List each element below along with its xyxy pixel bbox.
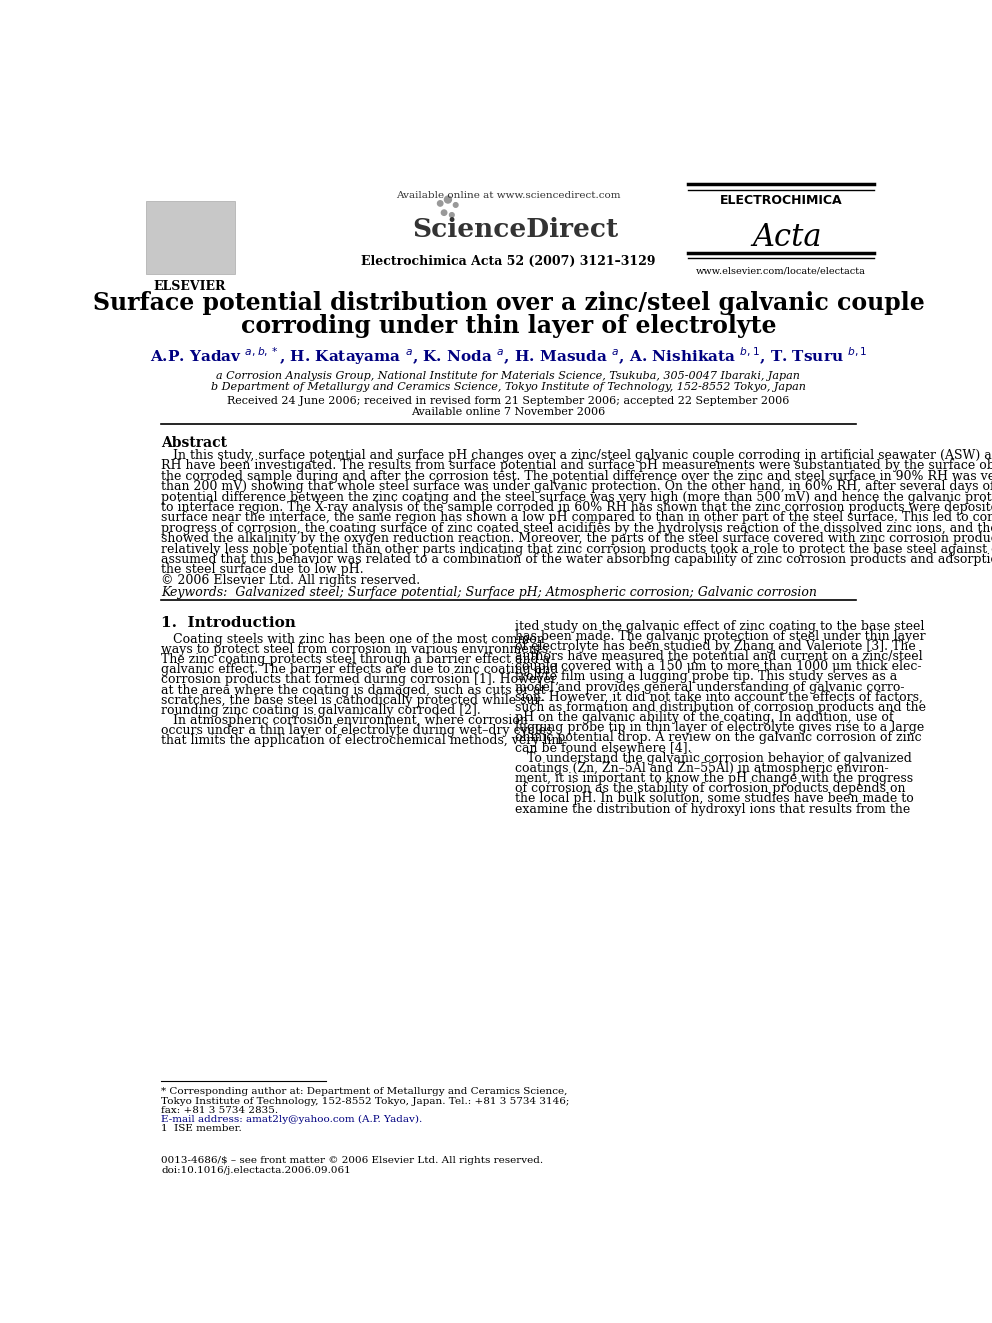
Text: ScienceDirect: ScienceDirect — [413, 217, 618, 242]
Text: Electrochimica Acta 52 (2007) 3121–3129: Electrochimica Acta 52 (2007) 3121–3129 — [361, 255, 656, 269]
Text: Surface potential distribution over a zinc/steel galvanic couple: Surface potential distribution over a zi… — [92, 291, 925, 315]
Text: coatings (Zn, Zn–5Al and Zn–55Al) in atmospheric environ-: coatings (Zn, Zn–5Al and Zn–55Al) in atm… — [515, 762, 888, 775]
Text: fax: +81 3 5734 2835.: fax: +81 3 5734 2835. — [161, 1106, 279, 1115]
Text: * Corresponding author at: Department of Metallurgy and Ceramics Science,: * Corresponding author at: Department of… — [161, 1088, 567, 1097]
Text: assumed that this behavior was related to a combination of the water absorbing c: assumed that this behavior was related t… — [161, 553, 992, 566]
Text: can be found elsewhere [4].: can be found elsewhere [4]. — [515, 742, 691, 754]
Text: surface near the interface, the same region has shown a low pH compared to than : surface near the interface, the same reg… — [161, 512, 992, 524]
Text: Keywords:  Galvanized steel; Surface potential; Surface pH; Atmospheric corrosio: Keywords: Galvanized steel; Surface pote… — [161, 586, 817, 599]
Text: 0013-4686/$ – see front matter © 2006 Elsevier Ltd. All rights reserved.: 0013-4686/$ – see front matter © 2006 El… — [161, 1156, 544, 1166]
Text: the steel surface due to low pH.: the steel surface due to low pH. — [161, 564, 364, 577]
Text: E-mail address: amat2ly@yahoo.com (A.P. Yadav).: E-mail address: amat2ly@yahoo.com (A.P. … — [161, 1115, 423, 1125]
Text: ited study on the galvanic effect of zinc coating to the base steel: ited study on the galvanic effect of zin… — [515, 619, 924, 632]
Text: scratches, the base steel is cathodically protected while sur-: scratches, the base steel is cathodicall… — [161, 693, 545, 706]
Text: ELSEVIER: ELSEVIER — [154, 280, 226, 294]
Text: authors have measured the potential and current on a zinc/steel: authors have measured the potential and … — [515, 650, 923, 663]
Text: model and provides general understanding of galvanic corro-: model and provides general understanding… — [515, 680, 904, 693]
Text: doi:10.1016/j.electacta.2006.09.061: doi:10.1016/j.electacta.2006.09.061 — [161, 1166, 351, 1175]
Text: corrosion products that formed during corrosion [1]. However,: corrosion products that formed during co… — [161, 673, 559, 687]
Text: Received 24 June 2006; received in revised form 21 September 2006; accepted 22 S: Received 24 June 2006; received in revis… — [227, 396, 790, 406]
Text: occurs under a thin layer of electrolyte during wet–dry cycles: occurs under a thin layer of electrolyte… — [161, 724, 553, 737]
Text: b Department of Metallurgy and Ceramics Science, Tokyo Institute of Technology, : b Department of Metallurgy and Ceramics … — [211, 382, 806, 392]
Text: Tokyo Institute of Technology, 152-8552 Tokyo, Japan. Tel.: +81 3 5734 3146;: Tokyo Institute of Technology, 152-8552 … — [161, 1097, 569, 1106]
Text: To understand the galvanic corrosion behavior of galvanized: To understand the galvanic corrosion beh… — [515, 751, 912, 765]
Text: Coating steels with zinc has been one of the most common: Coating steels with zinc has been one of… — [161, 632, 545, 646]
Circle shape — [449, 213, 454, 217]
Text: relatively less noble potential than other parts indicating that zinc corrosion : relatively less noble potential than oth… — [161, 542, 992, 556]
Text: ment, it is important to know the pH change with the progress: ment, it is important to know the pH cha… — [515, 773, 913, 785]
Text: to interface region. The X-ray analysis of the sample corroded in 60% RH has sho: to interface region. The X-ray analysis … — [161, 501, 992, 515]
Text: 1.  Introduction: 1. Introduction — [161, 615, 296, 630]
Text: corroding under thin layer of electrolyte: corroding under thin layer of electrolyt… — [241, 315, 776, 339]
Text: rounding zinc coating is galvanically corroded [2].: rounding zinc coating is galvanically co… — [161, 704, 481, 717]
Text: sion. However, it did not take into account the effects of factors,: sion. However, it did not take into acco… — [515, 691, 923, 704]
Circle shape — [453, 202, 458, 208]
Text: 1  ISE member.: 1 ISE member. — [161, 1125, 242, 1134]
Text: Abstract: Abstract — [161, 437, 227, 450]
Text: ohmic potential drop. A review on the galvanic corrosion of zinc: ohmic potential drop. A review on the ga… — [515, 732, 922, 745]
Text: Available online 7 November 2006: Available online 7 November 2006 — [412, 406, 605, 417]
Text: ELECTROCHIMICA: ELECTROCHIMICA — [720, 194, 842, 208]
Text: at the area where the coating is damaged, such as cuts or at: at the area where the coating is damaged… — [161, 684, 546, 696]
Text: In this study, surface potential and surface pH changes over a zinc/steel galvan: In this study, surface potential and sur… — [161, 448, 992, 462]
Text: examine the distribution of hydroxyl ions that results from the: examine the distribution of hydroxyl ion… — [515, 803, 910, 815]
Text: has been made. The galvanic protection of steel under thin layer: has been made. The galvanic protection o… — [515, 630, 926, 643]
Text: RH have been investigated. The results from surface potential and surface pH mea: RH have been investigated. The results f… — [161, 459, 992, 472]
Text: pH on the galvanic ability of the coating. In addition, use of: pH on the galvanic ability of the coatin… — [515, 710, 893, 724]
Text: The zinc coating protects steel through a barrier effect and a: The zinc coating protects steel through … — [161, 654, 551, 665]
Text: ways to protect steel from corrosion in various environments.: ways to protect steel from corrosion in … — [161, 643, 553, 656]
Text: Available online at www.sciencedirect.com: Available online at www.sciencedirect.co… — [396, 191, 621, 200]
Bar — [146, 201, 235, 274]
Circle shape — [444, 196, 451, 202]
Circle shape — [437, 201, 442, 206]
Text: In atmospheric corrosion environment, where corrosion: In atmospheric corrosion environment, wh… — [161, 714, 528, 728]
Text: couple covered with a 150 μm to more than 1000 μm thick elec-: couple covered with a 150 μm to more tha… — [515, 660, 922, 673]
Text: a Corrosion Analysis Group, National Institute for Materials Science, Tsukuba, 3: a Corrosion Analysis Group, National Ins… — [216, 370, 801, 381]
Text: of corrosion as the stability of corrosion products depends on: of corrosion as the stability of corrosi… — [515, 782, 905, 795]
Text: www.elsevier.com/locate/electacta: www.elsevier.com/locate/electacta — [696, 266, 866, 275]
Text: lugging probe tip in thin layer of electrolyte gives rise to a large: lugging probe tip in thin layer of elect… — [515, 721, 924, 734]
Text: that limits the application of electrochemical methods, very lim-: that limits the application of electroch… — [161, 734, 567, 747]
Text: of electrolyte has been studied by Zhang and Valeriote [3]. The: of electrolyte has been studied by Zhang… — [515, 640, 916, 654]
Text: © 2006 Elsevier Ltd. All rights reserved.: © 2006 Elsevier Ltd. All rights reserved… — [161, 574, 421, 587]
Text: the local pH. In bulk solution, some studies have been made to: the local pH. In bulk solution, some stu… — [515, 792, 914, 806]
Text: A.P. Yadav $^{a,b,*}$, H. Katayama $^{a}$, K. Noda $^{a}$, H. Masuda $^{a}$, A. : A.P. Yadav $^{a,b,*}$, H. Katayama $^{a}… — [150, 345, 867, 366]
Circle shape — [441, 210, 446, 216]
Text: such as formation and distribution of corrosion products and the: such as formation and distribution of co… — [515, 701, 926, 714]
Text: trolyte film using a lugging probe tip. This study serves as a: trolyte film using a lugging probe tip. … — [515, 671, 897, 684]
Text: than 200 mV) showing that whole steel surface was under galvanic protection. On : than 200 mV) showing that whole steel su… — [161, 480, 992, 493]
Text: potential difference between the zinc coating and the steel surface was very hig: potential difference between the zinc co… — [161, 491, 992, 504]
Text: showed the alkalinity by the oxygen reduction reaction. Moreover, the parts of t: showed the alkalinity by the oxygen redu… — [161, 532, 992, 545]
Text: the corroded sample during and after the corrosion test. The potential differenc: the corroded sample during and after the… — [161, 470, 992, 483]
Text: Acta: Acta — [752, 222, 821, 253]
Text: galvanic effect. The barrier effects are due to zinc coating and: galvanic effect. The barrier effects are… — [161, 663, 558, 676]
Text: progress of corrosion, the coating surface of zinc coated steel acidifies by the: progress of corrosion, the coating surfa… — [161, 521, 992, 534]
